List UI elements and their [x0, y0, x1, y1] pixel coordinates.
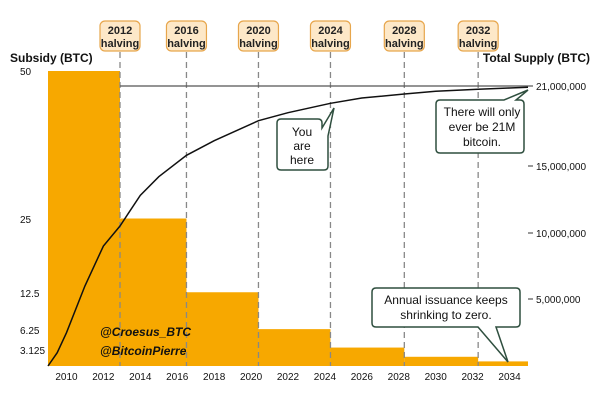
annotation-line: are [293, 139, 311, 153]
subsidy-bar [48, 71, 120, 366]
x-tick-label: 2024 [314, 372, 337, 383]
left-tick-label: 12.5 [20, 289, 40, 300]
halving-year-label: 2028 [392, 25, 416, 37]
halving-word-label: halving [311, 38, 350, 50]
halving-year-label: 2020 [246, 25, 270, 37]
halving-label-box [309, 20, 352, 52]
x-tick-label: 2022 [277, 372, 300, 383]
total-supply-line [47, 86, 529, 367]
left-tick-label: 50 [20, 67, 32, 78]
halving-label-box [457, 20, 499, 52]
halving-word-label: halving [167, 38, 206, 50]
subsidy-bars [48, 71, 528, 366]
credit-croesus: @Croesus_BTC [100, 325, 191, 339]
halving-year-label: 2024 [318, 25, 343, 37]
right-tick-label: 21,000,000 [536, 82, 586, 93]
credit-bitcoinpierre: @BitcoinPierre [100, 344, 187, 358]
x-tick-label: 2030 [425, 372, 448, 383]
annotation-line: Annual issuance keeps [384, 293, 507, 307]
left-tick-label: 3.125 [20, 346, 45, 357]
halving-label-box [237, 20, 280, 52]
left-axis-title: Subsidy (BTC) [10, 51, 93, 65]
annotation-line: bitcoin. [463, 135, 501, 149]
annotation-line: here [290, 153, 314, 167]
halving-label-box [99, 20, 141, 52]
x-axis-ticks: 2010 2012 2014 2016 2018 2020 2022 2024 2026 2028… [55, 372, 521, 383]
x-tick-label: 2020 [240, 372, 263, 383]
x-tick-label: 2018 [203, 372, 226, 383]
x-tick-label: 2028 [388, 372, 411, 383]
left-axis-ticks: 50 25 12.5 6.25 3.125 [20, 67, 45, 357]
callout-issuance: Annual issuance keeps shrinking to zero. [371, 287, 521, 363]
subsidy-bar [186, 292, 259, 366]
left-tick-label: 25 [20, 215, 32, 226]
right-tick-label: 5,000,000 [536, 295, 581, 306]
halving-year-label: 2012 [108, 25, 132, 37]
right-axis-ticks: 21,000,000 15,000,000 10,000,000 5,000,000 [528, 82, 586, 306]
right-axis-title: Total Supply (BTC) [483, 51, 590, 65]
x-tick-label: 2012 [92, 372, 115, 383]
halving-word-label: halving [239, 38, 278, 50]
left-tick-label: 6.25 [20, 326, 40, 337]
halving-labels: 2012halving2016halving2020halving2024hal… [99, 20, 499, 52]
halving-word-label: halving [459, 38, 498, 50]
halving-word-label: halving [101, 38, 140, 50]
subsidy-bar [404, 356, 479, 366]
annotation-line: There will only [444, 105, 521, 119]
x-tick-label: 2026 [351, 372, 374, 383]
halving-word-label: halving [385, 38, 424, 50]
annotation-line: shrinking to zero. [400, 308, 491, 322]
halving-year-label: 2016 [174, 25, 198, 37]
annotation-line: ever be 21M [449, 120, 516, 134]
x-tick-label: 2032 [461, 372, 484, 383]
right-tick-label: 15,000,000 [536, 162, 586, 173]
halving-year-label: 2032 [466, 25, 490, 37]
x-tick-label: 2016 [166, 372, 189, 383]
x-tick-label: 2034 [498, 372, 521, 383]
halving-label-box [165, 20, 208, 52]
x-tick-label: 2014 [129, 372, 152, 383]
callout-21m: There will only ever be 21M bitcoin. [435, 89, 529, 154]
subsidy-bar [330, 347, 405, 366]
callout-you-are-here: You are here [276, 107, 335, 171]
subsidy-bar [478, 361, 528, 366]
halving-label-box [383, 20, 425, 52]
x-tick-label: 2010 [55, 372, 78, 383]
right-tick-label: 10,000,000 [536, 229, 586, 240]
annotation-line: You [292, 125, 312, 139]
subsidy-bar [120, 218, 187, 366]
subsidy-bar [258, 329, 331, 366]
